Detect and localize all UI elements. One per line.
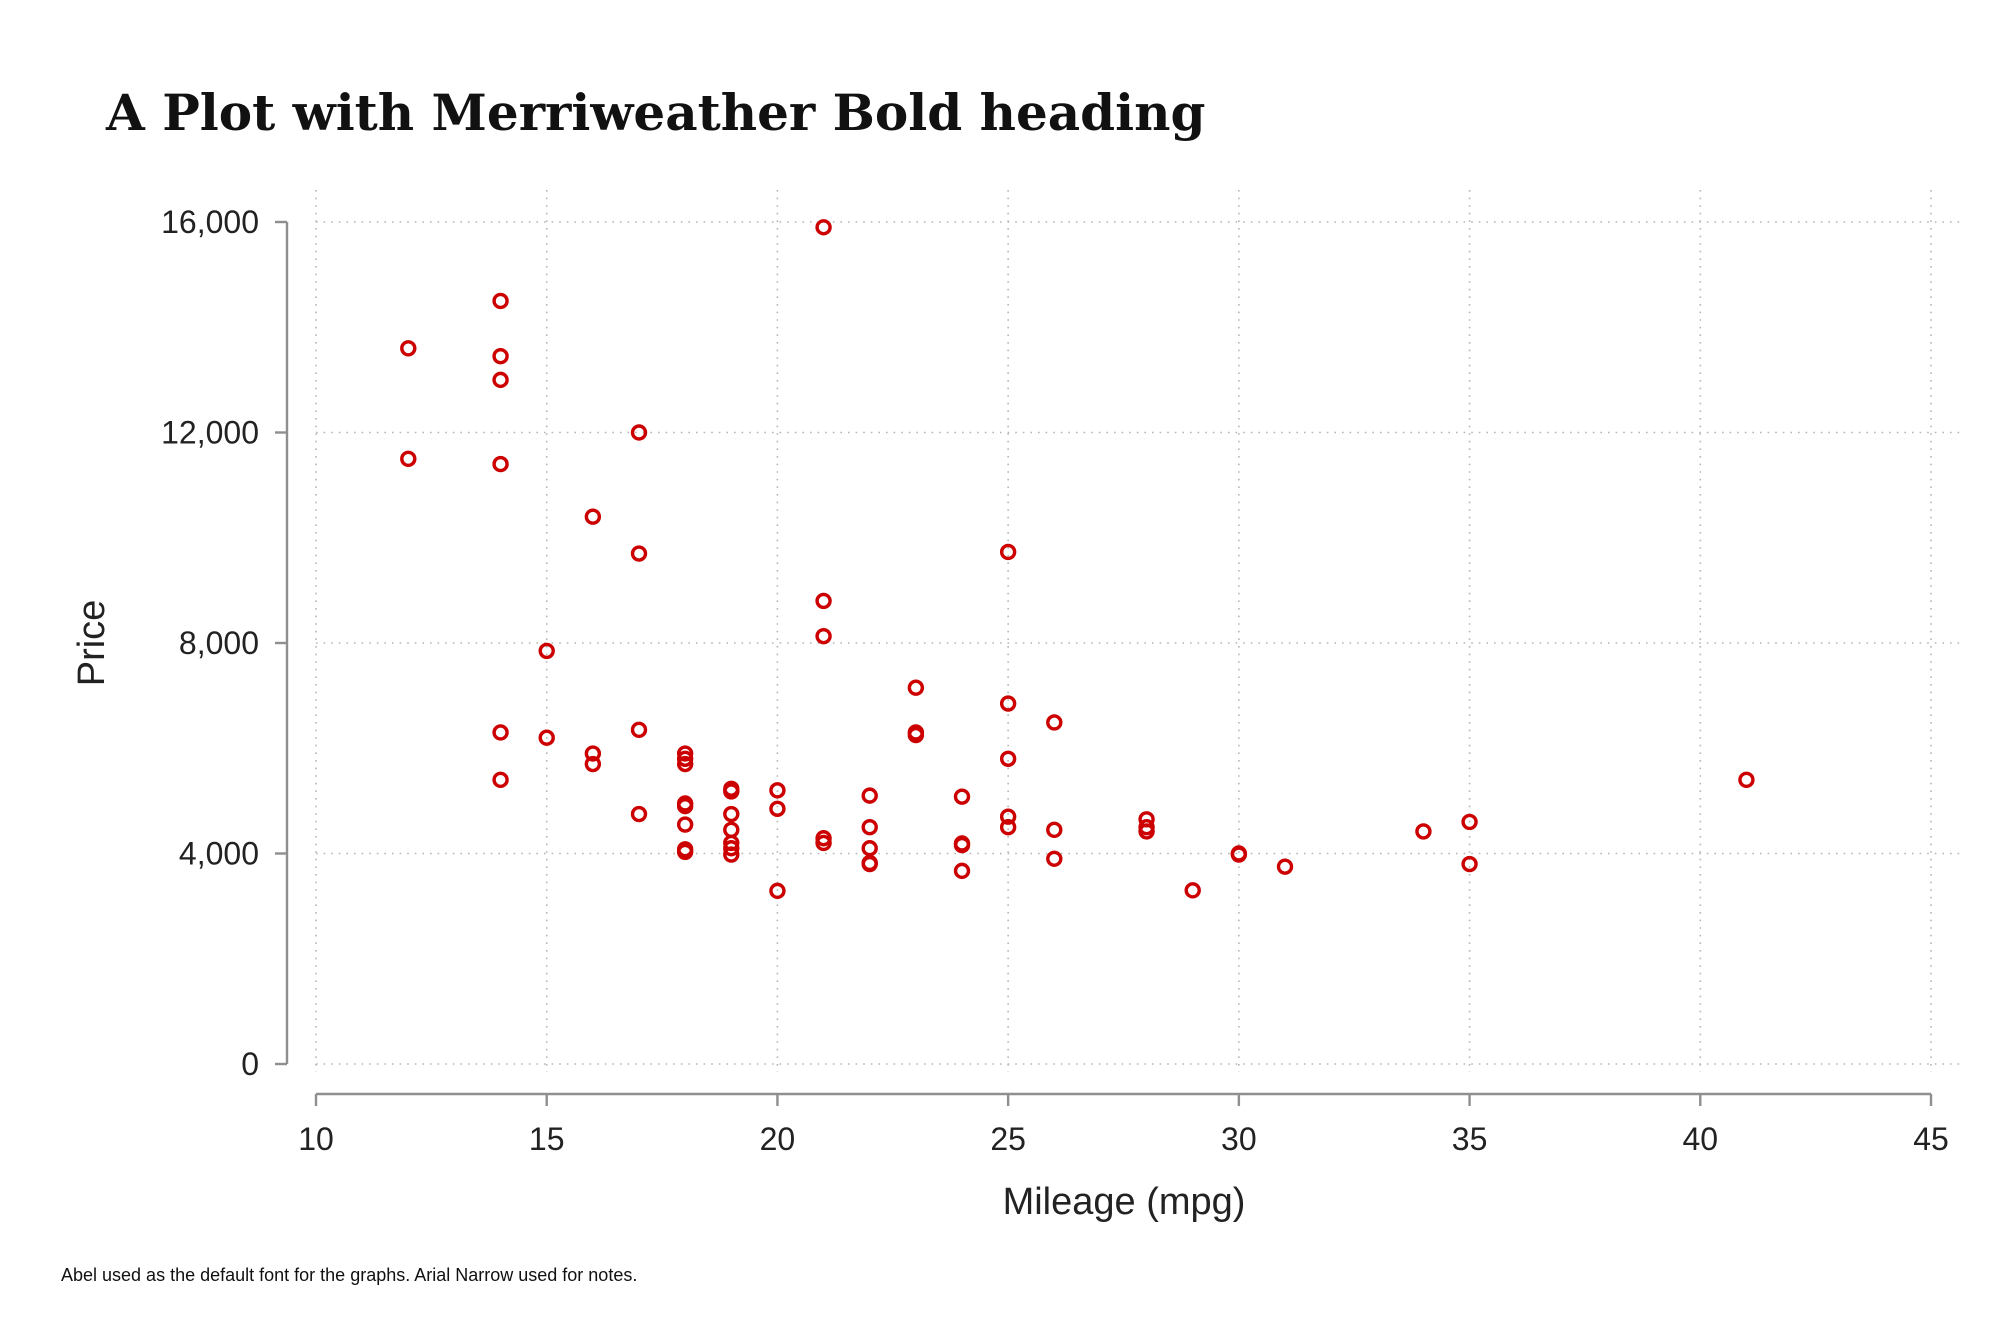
data-point xyxy=(1461,855,1478,873)
data-point xyxy=(999,750,1017,767)
data-point xyxy=(861,787,878,804)
data-point xyxy=(676,755,694,773)
data-point xyxy=(538,729,555,746)
chart-note: Abel used as the default font for the gr… xyxy=(61,1265,637,1285)
data-point xyxy=(538,642,555,660)
data-point xyxy=(861,818,878,836)
data-point xyxy=(676,750,694,767)
data-point xyxy=(676,816,694,833)
data-point xyxy=(676,745,694,762)
data-point xyxy=(999,818,1017,836)
data-point xyxy=(999,695,1017,712)
data-point xyxy=(999,808,1017,825)
data-point xyxy=(861,854,878,872)
x-tick-label: 10 xyxy=(298,1121,334,1157)
x-axis-title: Mileage (mpg) xyxy=(1003,1181,1246,1223)
grid-layer xyxy=(315,190,1962,1072)
x-tick-label: 25 xyxy=(990,1121,1026,1157)
chart-title: A Plot with Merriweather Bold heading xyxy=(105,83,1205,142)
data-point xyxy=(1184,882,1201,899)
y-tick-label: 0 xyxy=(241,1046,259,1082)
data-point xyxy=(492,771,509,789)
x-tick-label: 20 xyxy=(760,1121,796,1157)
y-tick-label: 8,000 xyxy=(179,625,259,661)
axes-layer: 0 4,000 8,000 12,000 16,000 10 15 20 25 30 35 40 45 xyxy=(161,204,1949,1157)
data-point xyxy=(815,219,832,236)
data-point xyxy=(584,745,602,762)
data-point xyxy=(1461,813,1478,831)
x-tick-label: 45 xyxy=(1913,1121,1949,1157)
y-tick-label: 16,000 xyxy=(161,204,259,240)
data-point xyxy=(1230,846,1248,863)
data-point xyxy=(815,834,832,852)
y-tick-label: 4,000 xyxy=(179,836,259,872)
data-point xyxy=(492,455,509,473)
data-point xyxy=(630,721,648,739)
data-point xyxy=(999,543,1017,561)
data-point xyxy=(815,627,832,645)
data-point xyxy=(769,882,786,900)
data-point xyxy=(953,862,971,880)
data-point xyxy=(492,724,509,741)
data-point xyxy=(907,679,925,696)
data-point xyxy=(1046,714,1063,731)
data-point xyxy=(492,347,509,365)
x-tick-label: 35 xyxy=(1452,1121,1488,1157)
data-point xyxy=(1415,823,1432,840)
data-point xyxy=(676,843,694,861)
data-point xyxy=(723,840,740,857)
data-point xyxy=(584,508,602,525)
data-point xyxy=(953,836,971,854)
data-point xyxy=(630,545,648,562)
data-point xyxy=(676,797,694,815)
data-point xyxy=(861,840,878,857)
data-point xyxy=(492,292,509,310)
data-point xyxy=(723,846,740,863)
data-point xyxy=(953,788,971,805)
data-point xyxy=(769,782,786,799)
data-point xyxy=(400,450,417,468)
data-point xyxy=(907,726,925,744)
data-point xyxy=(630,805,648,823)
x-tick-label: 40 xyxy=(1682,1121,1718,1157)
data-point xyxy=(1046,850,1063,867)
data-point xyxy=(1046,821,1063,839)
y-tick-label: 12,000 xyxy=(161,415,259,451)
data-point xyxy=(723,821,740,839)
data-point xyxy=(723,783,740,800)
x-tick-label: 15 xyxy=(529,1121,565,1157)
data-points xyxy=(400,219,1755,900)
data-point xyxy=(584,755,602,773)
data-point xyxy=(492,371,509,389)
data-point xyxy=(1738,771,1755,789)
y-axis-title: Price xyxy=(71,600,113,687)
data-point xyxy=(400,340,417,357)
data-point xyxy=(1138,823,1155,840)
data-point xyxy=(630,424,648,441)
data-point xyxy=(815,592,832,610)
data-point xyxy=(1276,858,1294,875)
data-point xyxy=(723,805,740,823)
data-point xyxy=(769,800,786,817)
x-tick-label: 30 xyxy=(1221,1121,1257,1157)
